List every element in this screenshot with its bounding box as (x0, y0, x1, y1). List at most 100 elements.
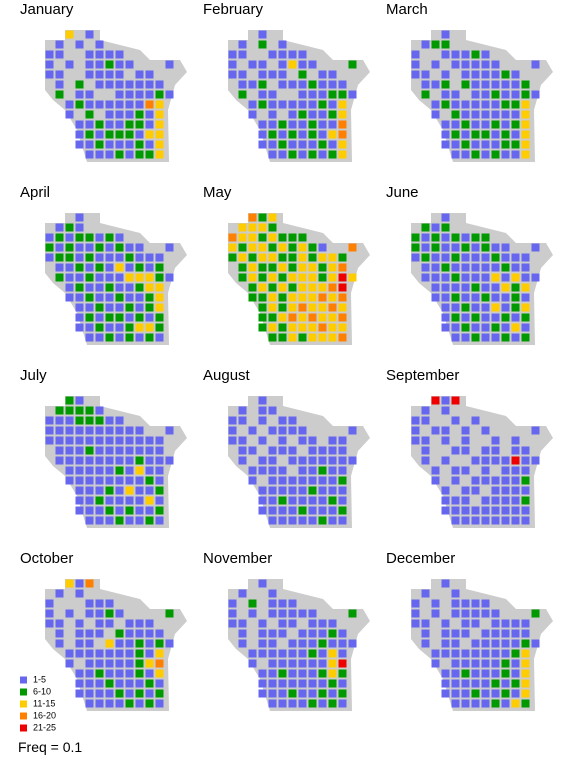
grid-cell (288, 303, 297, 312)
grid-cell (248, 263, 257, 272)
grid-cell (471, 669, 480, 678)
grid-cell (421, 273, 430, 282)
grid-cell (461, 619, 470, 628)
grid-cell (338, 120, 347, 129)
state-map (411, 579, 553, 711)
grid-cell (511, 263, 520, 272)
grid-cell (258, 416, 267, 425)
grid-cell (115, 130, 124, 139)
grid-cell (521, 506, 530, 515)
grid-cell (461, 243, 470, 252)
grid-cell (95, 466, 104, 475)
grid-cell (115, 629, 124, 638)
grid-cell (431, 426, 440, 435)
grid-cell (85, 689, 94, 698)
grid-cell (491, 609, 500, 618)
grid-cell (521, 100, 530, 109)
grid-cell (268, 496, 277, 505)
grid-cell (55, 589, 64, 598)
grid-cell (338, 323, 347, 332)
grid-cell (65, 476, 74, 485)
grid-cell (481, 689, 490, 698)
grid-cell (75, 253, 84, 262)
grid-cell (228, 416, 237, 425)
grid-cell (441, 669, 450, 678)
grid-cell (258, 223, 267, 232)
legend-swatch (20, 688, 27, 696)
grid-cell (491, 323, 500, 332)
grid-cell (298, 60, 307, 69)
grid-cell (431, 60, 440, 69)
grid-cell (338, 506, 347, 515)
grid-cell (115, 446, 124, 455)
grid-cell (125, 283, 134, 292)
grid-cell (105, 609, 114, 618)
grid-cell (115, 496, 124, 505)
grid-cell (268, 659, 277, 668)
grid-cell (521, 293, 530, 302)
grid-cell (431, 233, 440, 242)
grid-cell (308, 679, 317, 688)
grid-cell (441, 70, 450, 79)
grid-cell (278, 516, 287, 525)
grid-cell (521, 639, 530, 648)
grid-cell (308, 609, 317, 618)
grid-cell (238, 263, 247, 272)
grid-cell (125, 476, 134, 485)
grid-cell (105, 150, 114, 159)
grid-cell (451, 303, 460, 312)
grid-cell (258, 120, 267, 129)
panel-title: April (20, 184, 50, 201)
grid-cell (481, 60, 490, 69)
grid-cell (155, 639, 164, 648)
grid-cell (125, 649, 134, 658)
grid-cell (328, 486, 337, 495)
grid-cell (308, 689, 317, 698)
grid-cell (278, 50, 287, 59)
grid-cell (451, 110, 460, 119)
grid-cell (471, 516, 480, 525)
grid-cell (338, 669, 347, 678)
grid-cell (155, 253, 164, 262)
grid-cell (298, 466, 307, 475)
grid-cell (105, 649, 114, 658)
grid-cell (115, 283, 124, 292)
grid-cell (155, 629, 164, 638)
grid-cell (511, 619, 520, 628)
state-map (411, 396, 553, 528)
grid-cell (501, 253, 510, 262)
legend-label: 21-25 (33, 722, 56, 732)
grid-cell (278, 629, 287, 638)
grid-cell (135, 496, 144, 505)
grid-cell (95, 70, 104, 79)
grid-cell (268, 50, 277, 59)
grid-cell (155, 506, 164, 515)
grid-cell (441, 323, 450, 332)
grid-cell (258, 303, 267, 312)
grid-cell (155, 456, 164, 465)
grid-cell (105, 466, 114, 475)
grid-cell (298, 110, 307, 119)
grid-cell (145, 699, 154, 708)
grid-cell (421, 589, 430, 598)
grid-cell (95, 253, 104, 262)
grid-cell (258, 619, 267, 628)
grid-cell (155, 333, 164, 342)
grid-cell (238, 639, 247, 648)
grid-cell (298, 659, 307, 668)
grid-cell (431, 110, 440, 119)
grid-cell (471, 486, 480, 495)
grid-cell (85, 629, 94, 638)
grid-cell (308, 150, 317, 159)
grid-cell (288, 80, 297, 89)
grid-cell (55, 80, 64, 89)
grid-cell (318, 243, 327, 252)
grid-cell (135, 100, 144, 109)
grid-cell (411, 609, 420, 618)
legend-label: 11-15 (33, 698, 55, 708)
grid-cell (155, 476, 164, 485)
grid-cell (85, 609, 94, 618)
grid-cell (125, 669, 134, 678)
grid-cell (125, 679, 134, 688)
grid-cell (421, 233, 430, 242)
